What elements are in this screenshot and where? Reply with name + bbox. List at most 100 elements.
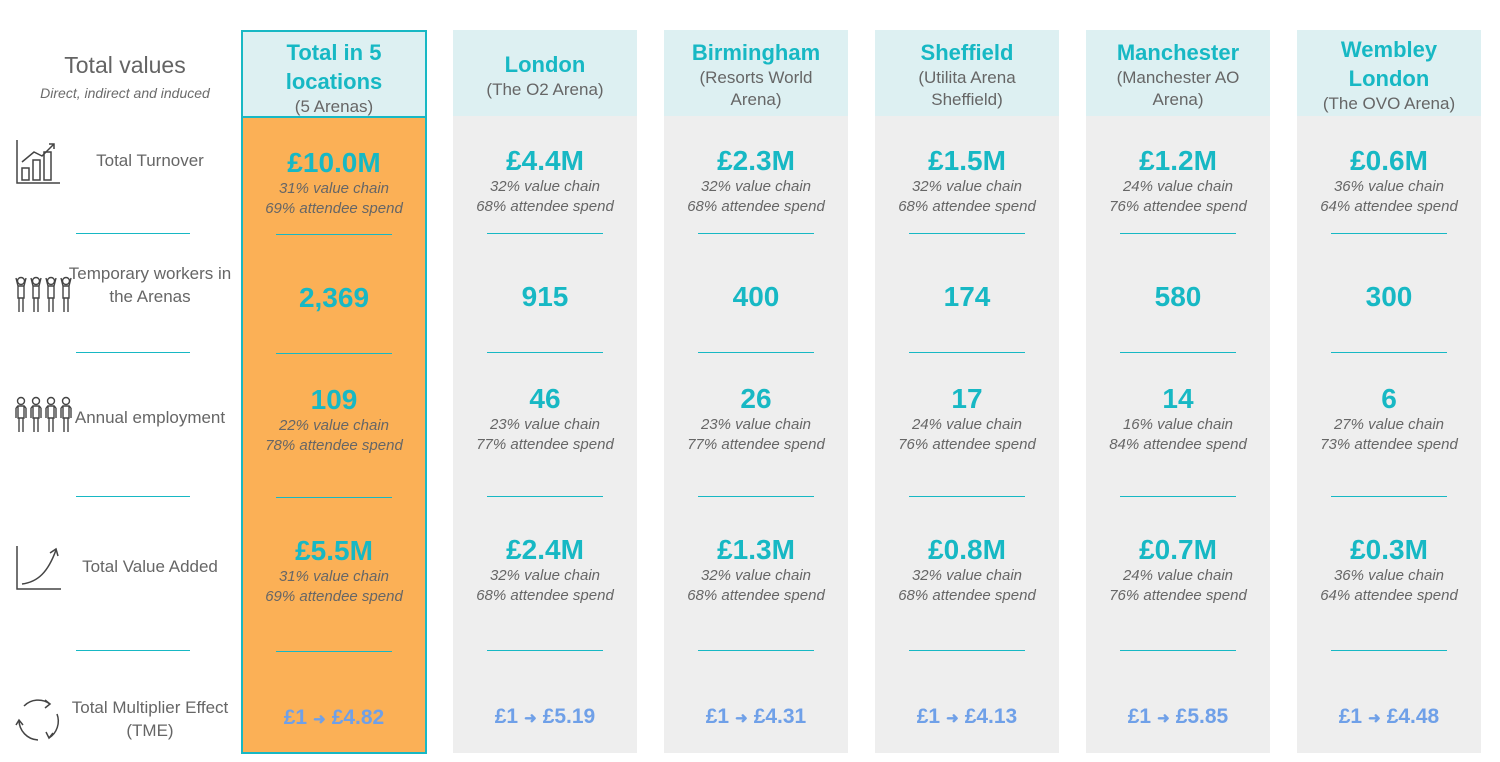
attendee-spend-share: 76% attendee spend bbox=[898, 436, 1036, 453]
value-chain-share: 24% value chain bbox=[911, 416, 1023, 433]
column-london: London (The O2 Arena) £4.4M 32% value ch… bbox=[453, 30, 637, 753]
temp-workers-value: 2,369 bbox=[298, 282, 370, 313]
column-title-line: London bbox=[504, 52, 586, 77]
tme-from: £1 bbox=[494, 705, 519, 728]
tme-value: £1 ➜ £4.31 bbox=[664, 705, 848, 729]
attendee-spend-share: 69% attendee spend bbox=[265, 200, 403, 217]
tme-to: £5.19 bbox=[542, 705, 596, 728]
value-chain-share: 23% value chain bbox=[700, 416, 812, 433]
column-subtitle-line: (Resorts World bbox=[699, 68, 813, 87]
tme-from: £1 bbox=[1127, 705, 1152, 728]
column-birmingham: Birmingham (Resorts World Arena) £2.3M 3… bbox=[664, 30, 848, 753]
tme-value: £1 ➜ £4.48 bbox=[1297, 705, 1481, 729]
tme-value: £1 ➜ £4.13 bbox=[875, 705, 1059, 729]
tme-value: £1 ➜ £4.82 bbox=[243, 706, 425, 730]
divider bbox=[909, 233, 1025, 234]
divider bbox=[698, 650, 814, 651]
bar-chart-icon bbox=[16, 140, 60, 184]
arrow-right-icon: ➜ bbox=[313, 711, 326, 728]
column-header: Manchester (Manchester AO Arena) bbox=[1086, 30, 1270, 116]
column-subtitle-line: (The OVO Arena) bbox=[1322, 94, 1456, 113]
divider bbox=[1120, 496, 1236, 497]
row-header: Total values Direct, indirect and induce… bbox=[20, 52, 230, 101]
turnover-cell: £0.6M 36% value chain 64% attendee spend bbox=[1297, 145, 1481, 217]
value-chain-share: 32% value chain bbox=[700, 567, 812, 584]
tme-from: £1 bbox=[705, 705, 730, 728]
gva-value: £1.3M bbox=[717, 534, 795, 565]
column-title-line: Birmingham bbox=[691, 40, 821, 65]
divider bbox=[698, 496, 814, 497]
column-subtitle-line: (The O2 Arena) bbox=[486, 80, 604, 99]
side-title: Total values bbox=[64, 52, 186, 78]
value-chain-share: 32% value chain bbox=[911, 567, 1023, 584]
divider bbox=[487, 233, 603, 234]
attendee-spend-share: 68% attendee spend bbox=[898, 587, 1036, 604]
value-chain-share: 36% value chain bbox=[1333, 567, 1445, 584]
column-title-line: Sheffield bbox=[920, 40, 1014, 65]
attendee-spend-share: 77% attendee spend bbox=[476, 436, 614, 453]
employment-value: 109 bbox=[310, 384, 358, 415]
arrow-right-icon: ➜ bbox=[735, 710, 748, 727]
turnover-cell: £1.2M 24% value chain 76% attendee spend bbox=[1086, 145, 1270, 217]
arrow-right-icon: ➜ bbox=[946, 710, 959, 727]
divider bbox=[909, 650, 1025, 651]
value-chain-share: 32% value chain bbox=[489, 178, 601, 195]
value-chain-share: 32% value chain bbox=[700, 178, 812, 195]
arrow-right-icon: ➜ bbox=[1157, 710, 1170, 727]
turnover-cell: £10.0M 31% value chain 69% attendee spen… bbox=[243, 147, 425, 219]
employment-cell: 26 23% value chain 77% attendee spend bbox=[664, 383, 848, 455]
temp-workers-cell: 915 bbox=[453, 281, 637, 313]
divider bbox=[76, 233, 190, 234]
attendee-spend-share: 76% attendee spend bbox=[1109, 587, 1247, 604]
divider bbox=[276, 353, 392, 354]
divider bbox=[1331, 496, 1447, 497]
temp-workers-cell: 400 bbox=[664, 281, 848, 313]
tme-to: £5.85 bbox=[1175, 705, 1229, 728]
divider bbox=[76, 650, 190, 651]
tme-value: £1 ➜ £5.85 bbox=[1086, 705, 1270, 729]
gva-value: £0.7M bbox=[1139, 534, 1217, 565]
employment-value: 14 bbox=[1162, 383, 1194, 414]
arrow-right-icon: ➜ bbox=[524, 710, 537, 727]
turnover-cell: £1.5M 32% value chain 68% attendee spend bbox=[875, 145, 1059, 217]
employment-value: 46 bbox=[529, 383, 561, 414]
column-subtitle-line: Arena) bbox=[730, 90, 782, 109]
attendee-spend-share: 68% attendee spend bbox=[898, 198, 1036, 215]
column-subtitle-line: (Manchester AO bbox=[1116, 68, 1240, 87]
column-title-line: London bbox=[1348, 66, 1430, 91]
value-chain-share: 31% value chain bbox=[278, 180, 390, 197]
growth-curve-icon bbox=[16, 546, 61, 590]
turnover-value: £0.6M bbox=[1350, 145, 1428, 176]
temp-workers-cell: 174 bbox=[875, 281, 1059, 313]
divider bbox=[76, 496, 190, 497]
employment-cell: 109 22% value chain 78% attendee spend bbox=[243, 384, 425, 456]
divider bbox=[909, 352, 1025, 353]
turnover-value: £4.4M bbox=[506, 145, 584, 176]
tme-to: £4.13 bbox=[964, 705, 1018, 728]
gva-value: £0.8M bbox=[928, 534, 1006, 565]
column-header: Total in 5 locations (5 Arenas) bbox=[243, 32, 425, 118]
column-total: Total in 5 locations (5 Arenas) £10.0M 3… bbox=[241, 30, 427, 754]
tme-to: £4.82 bbox=[331, 706, 385, 729]
gva-cell: £0.3M 36% value chain 64% attendee spend bbox=[1297, 534, 1481, 606]
gva-value: £5.5M bbox=[295, 535, 373, 566]
employment-value: 6 bbox=[1381, 383, 1397, 414]
column-header: Birmingham (Resorts World Arena) bbox=[664, 30, 848, 116]
gva-value: £0.3M bbox=[1350, 534, 1428, 565]
row-label-text: Temporary workers in the Arenas bbox=[68, 264, 232, 306]
turnover-value: £1.2M bbox=[1139, 145, 1217, 176]
divider bbox=[1120, 233, 1236, 234]
attendee-spend-share: 78% attendee spend bbox=[265, 437, 403, 454]
turnover-cell: £4.4M 32% value chain 68% attendee spend bbox=[453, 145, 637, 217]
value-chain-share: 16% value chain bbox=[1122, 416, 1234, 433]
divider bbox=[1331, 233, 1447, 234]
divider bbox=[276, 497, 392, 498]
employment-value: 26 bbox=[740, 383, 772, 414]
column-subtitle-line: Sheffield) bbox=[931, 90, 1003, 109]
attendee-spend-share: 68% attendee spend bbox=[476, 198, 614, 215]
temp-workers-value: 300 bbox=[1365, 281, 1413, 312]
column-subtitle-line: Arena) bbox=[1152, 90, 1204, 109]
column-subtitle-line: (Utilita Arena bbox=[918, 68, 1016, 87]
tme-from: £1 bbox=[283, 706, 308, 729]
divider bbox=[487, 352, 603, 353]
